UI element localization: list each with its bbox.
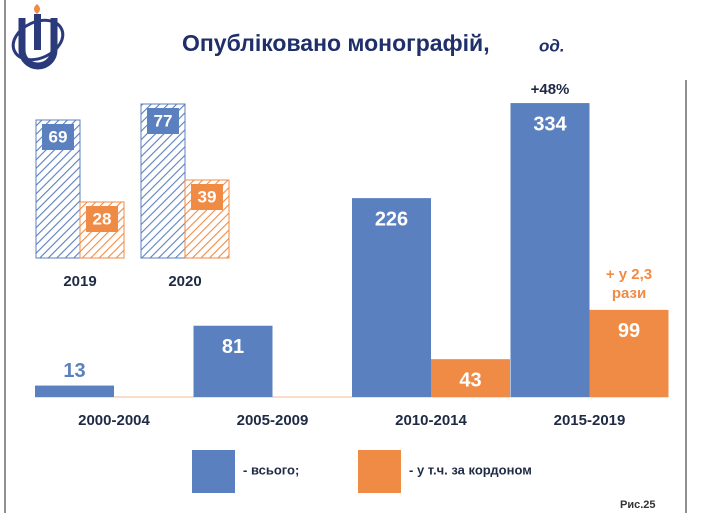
x-tick-label: 2005-2009 [237,412,309,429]
data-label: 28 [93,209,112,228]
data-label-box [42,124,74,150]
bar [352,198,431,397]
legend-label: - у т.ч. за кордоном [409,462,532,477]
data-label-box [191,184,223,210]
data-label-box [147,108,179,134]
data-label: 81 [222,336,244,358]
legend-swatch [192,450,235,493]
x-tick-label: 2010-2014 [395,412,467,429]
data-label: 69 [49,127,68,146]
annotation: +48% [531,81,570,98]
bar [510,103,590,397]
title-unit: од. [539,36,565,55]
logo [11,4,65,70]
x-tick-label: 2019 [63,273,96,290]
bar [193,325,273,397]
figure-label: Рис.25 [620,499,656,511]
data-label: 43 [459,369,481,391]
data-label: 99 [618,320,640,342]
data-label: 39 [198,187,217,206]
x-tick-label: 2015-2019 [554,412,626,429]
bar [35,385,114,397]
data-label: 226 [375,208,408,230]
bar [431,359,510,397]
legend-label: - всього; [243,462,299,477]
legend-swatch [358,450,401,493]
data-label-box [86,206,118,232]
data-label: 13 [63,360,85,382]
chart-title: Опубліковано монографій, [182,30,490,56]
data-label: 77 [154,111,173,130]
annotation: рази [612,285,646,302]
data-label: 334 [533,113,567,135]
x-tick-label: 2020 [168,273,201,290]
bar [589,309,669,397]
x-tick-label: 2000-2004 [78,412,150,429]
annotation: + у 2,3 [606,266,652,283]
